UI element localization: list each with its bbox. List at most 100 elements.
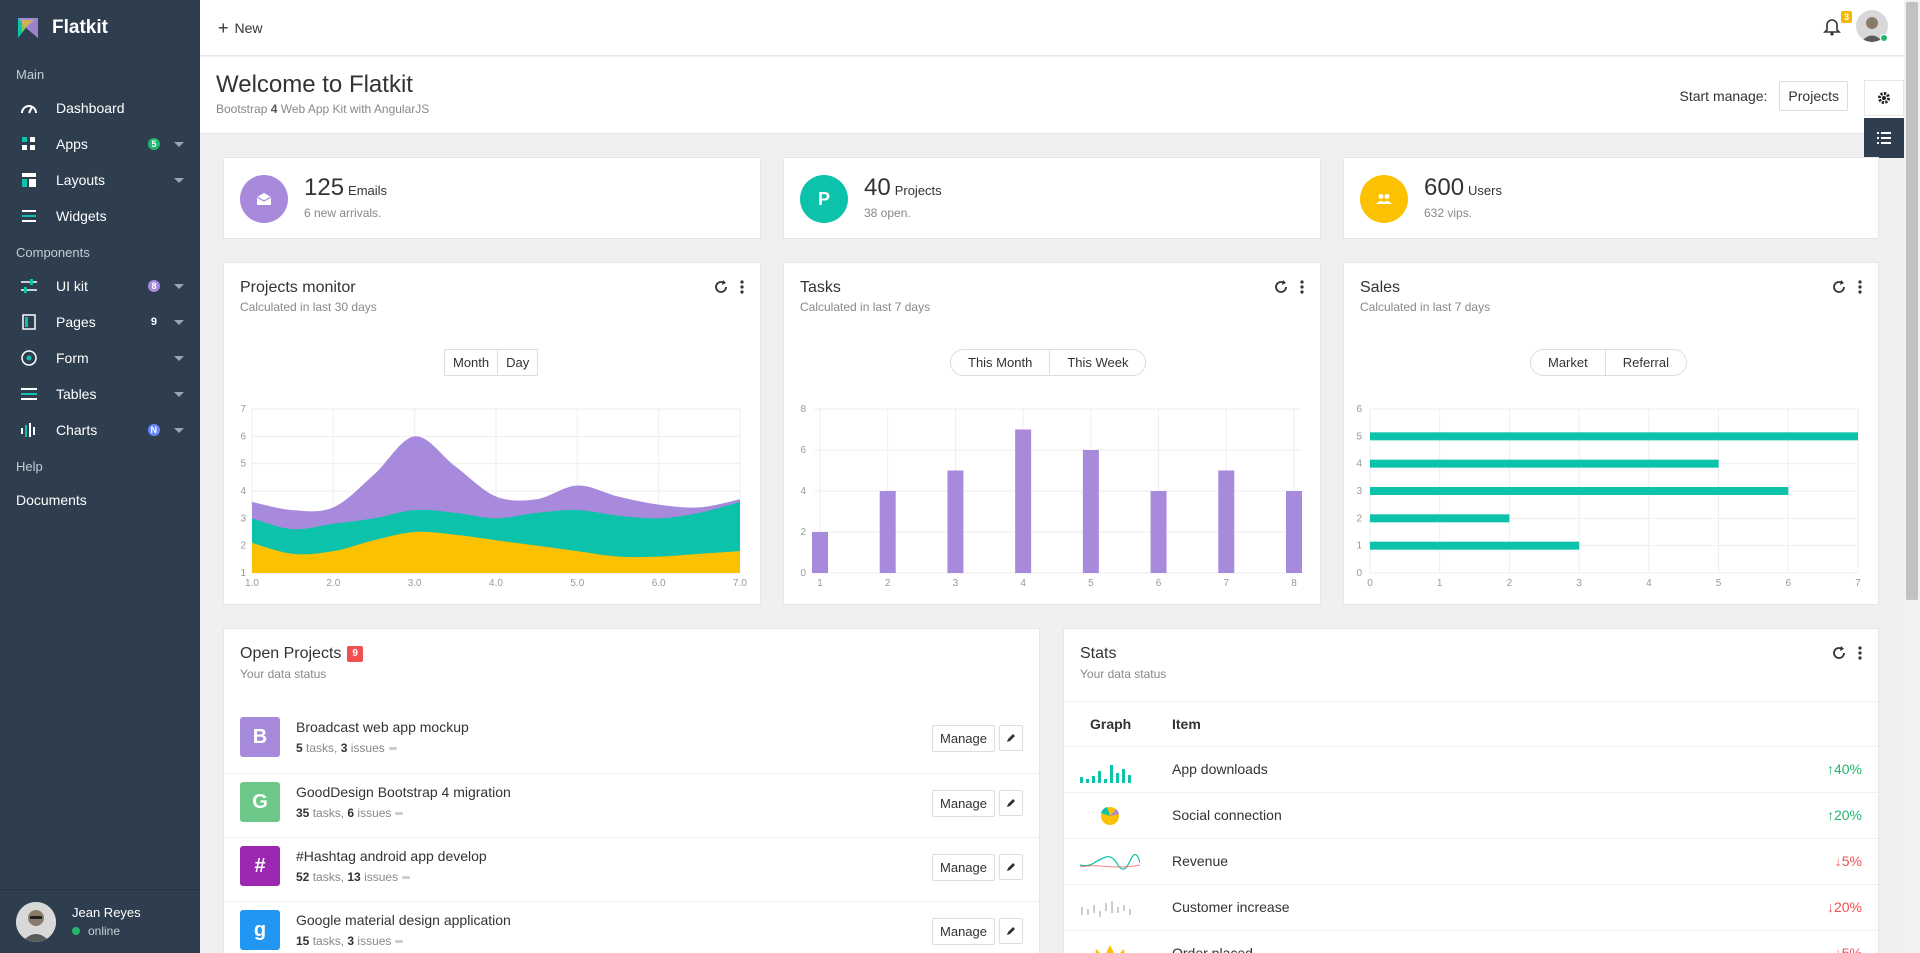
sidebar-user[interactable]: Jean Reyes online [0,889,200,953]
mini-tick-graph [1081,901,1131,917]
settings-button[interactable] [1864,80,1904,116]
open-projects-count-badge: 9 [347,646,363,662]
layouts-icon [20,171,38,189]
this-week-button[interactable]: This Week [1049,350,1145,375]
y-tick-label: 0 [800,568,806,579]
refresh-icon[interactable] [714,280,728,294]
pencil-icon [1007,863,1015,871]
project-name[interactable]: Google material design application [296,912,511,928]
edit-button[interactable] [999,854,1023,880]
sidebar-item-uikit[interactable]: UI kit 8 [0,268,200,304]
user-avatar-button[interactable] [1856,10,1888,42]
y-tick-label: 5 [1356,431,1362,442]
tasks-card: Tasks Calculated in last 7 days This Mon… [783,262,1321,605]
sidebar-item-widgets[interactable]: Widgets [0,198,200,234]
notifications-button[interactable]: 3 [1822,11,1852,36]
sidebar-item-label: Pages [56,314,96,330]
refresh-icon[interactable] [1274,280,1288,294]
sidebar-item-label: Charts [56,422,98,438]
referral-button[interactable]: Referral [1604,350,1686,375]
y-tick-label: 1 [240,568,246,579]
pencil-icon [1007,927,1015,935]
manage-button[interactable]: Manage [932,790,995,817]
tasks-count: 35 [296,806,310,820]
uikit-badge: 8 [148,280,160,292]
sidebar-item-layouts[interactable]: Layouts [0,162,200,198]
sidebar-item-dashboard[interactable]: Dashboard [0,90,200,126]
project-row[interactable]: B Broadcast web app mockup 5 tasks, 3 is… [224,709,1039,773]
stats-card: Stats Your data status Graph Item App do… [1063,628,1879,953]
tasks-count: 52 [296,870,310,884]
project-name[interactable]: GoodDesign Bootstrap 4 migration [296,784,511,800]
gear-icon [1878,92,1890,104]
y-tick-label: 2 [1356,513,1362,524]
project-name[interactable]: #Hashtag android app develop [296,848,487,864]
scrollbar[interactable] [1904,0,1920,953]
pages-badge: 9 [150,316,157,328]
stat-value: 40 [864,174,891,201]
topbar: + New 3 [200,0,1904,56]
market-button[interactable]: Market [1548,355,1588,370]
table-row[interactable]: Customer increase ↓20% [1064,885,1878,931]
form-icon [20,349,38,367]
manage-button[interactable]: Manage [932,918,995,945]
projects-button[interactable]: Projects [1779,81,1848,111]
table-row[interactable]: Revenue ↓5% [1064,839,1878,885]
y-tick-label: 6 [1356,404,1362,415]
stat-value-text: 20% [1833,807,1862,823]
manage-button[interactable]: Manage [932,725,995,752]
sidebar-item-tables[interactable]: Tables [0,376,200,412]
x-tick-label: 4 [1646,578,1652,589]
this-month-button[interactable]: This Month [968,355,1033,370]
bell-icon [1823,19,1841,36]
edit-button[interactable] [999,918,1023,944]
stat-value-text: 40% [1833,761,1862,777]
pages-icon [20,313,38,331]
issues-count: 3 [340,741,348,755]
issues-word: issues [354,934,392,948]
more-vertical-icon[interactable] [1300,280,1304,294]
list-toggle-button[interactable] [1864,118,1904,158]
x-tick-label: 5 [1716,578,1722,589]
more-vertical-icon[interactable] [1858,280,1862,294]
more-vertical-icon[interactable] [1858,646,1862,660]
refresh-icon[interactable] [1832,280,1846,294]
period-toggle: This Month This Week [950,349,1147,376]
stat-item: App downloads [1172,761,1268,777]
users-card: 600 Users 632 vips. [1343,157,1879,239]
refresh-icon[interactable] [1832,646,1846,660]
x-tick-label: 7 [1855,578,1861,589]
project-avatar: g [240,910,280,950]
subtitle-text: Bootstrap [216,102,271,116]
scrollbar-thumb[interactable] [1906,2,1918,600]
edit-button[interactable] [999,725,1023,751]
sidebar-item-pages[interactable]: Pages 9 [0,304,200,340]
more-vertical-icon[interactable] [740,280,744,294]
projects-card: P 40 Projects 38 open. [783,157,1321,239]
nav-header-components: Components [16,244,90,260]
card-title: Projects monitor [240,279,356,296]
sidebar-item-charts[interactable]: Charts N [0,412,200,448]
trend-down-icon: ↓ [1834,945,1842,953]
brand[interactable]: Flatkit [0,0,200,56]
project-row[interactable]: G GoodDesign Bootstrap 4 migration 35 ta… [224,773,1039,837]
y-tick-label: 6 [800,445,806,456]
sliders-icon [20,277,38,295]
day-button[interactable]: Day [497,350,537,375]
user-name: Jean Reyes [72,905,141,920]
edit-button[interactable] [999,790,1023,816]
table-row[interactable]: Social connection ↑20% [1064,793,1878,839]
project-row[interactable]: # #Hashtag android app develop 52 tasks,… [224,837,1039,901]
manage-button[interactable]: Manage [932,854,995,881]
sidebar-item-apps[interactable]: Apps 5 [0,126,200,162]
projects-letter: P [800,175,848,223]
table-row[interactable]: App downloads ↑40% [1064,747,1878,793]
bar [1150,491,1167,573]
project-row[interactable]: g Google material design application 15 … [224,901,1039,953]
sidebar-item-documents[interactable]: Documents [16,492,87,508]
project-name[interactable]: Broadcast web app mockup [296,719,469,735]
new-button[interactable]: + New [218,19,263,37]
sidebar-item-form[interactable]: Form [0,340,200,376]
month-button[interactable]: Month [453,355,490,370]
table-row[interactable]: Order placed ↓5% [1064,931,1878,953]
